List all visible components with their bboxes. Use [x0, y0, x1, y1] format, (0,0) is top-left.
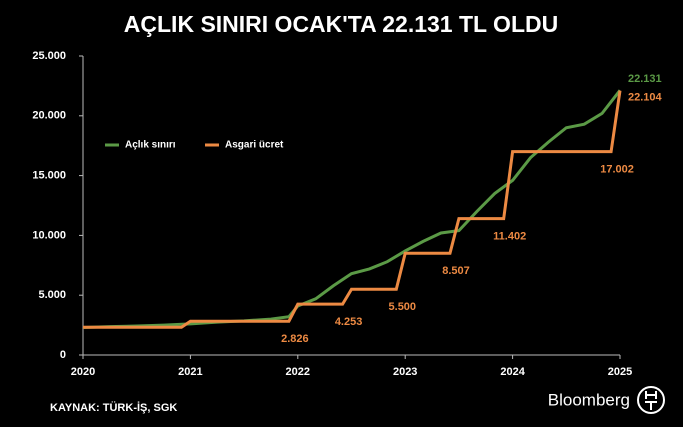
value-label: 4.253: [335, 316, 363, 328]
series-line: [82, 89, 622, 329]
logo-text: Bloomberg: [548, 390, 630, 409]
series-line: [83, 90, 622, 329]
logo-icon: [637, 386, 665, 414]
value-label: 22.131: [628, 73, 662, 85]
value-label: 8.507: [442, 265, 470, 277]
x-tick-label: 2022: [286, 366, 310, 378]
y-tick-label: 0: [60, 349, 66, 361]
y-tick-label: 15.000: [32, 170, 66, 182]
x-tick-label: 2024: [500, 366, 525, 378]
value-label: 2.826: [281, 333, 309, 345]
y-tick-label: 20.000: [32, 110, 66, 122]
y-tick-label: 10.000: [32, 229, 66, 241]
x-tick-label: 2023: [393, 366, 417, 378]
legend-label: Açlık sınırı: [125, 140, 176, 151]
x-tick-label: 2021: [178, 366, 202, 378]
value-label: 22.104: [628, 92, 663, 104]
y-tick-label: 25.000: [32, 50, 66, 62]
x-tick-label: 2025: [608, 366, 632, 378]
value-label: 17.002: [600, 164, 634, 176]
y-tick-label: 5.000: [38, 289, 66, 301]
source-note: KAYNAK: TÜRK-İŞ, SGK: [50, 401, 177, 414]
value-label: 11.402: [493, 231, 526, 243]
legend-label: Asgari ücret: [225, 140, 284, 151]
chart-title: AÇLIK SINIRI OCAK'TA 22.131 TL OLDU: [124, 11, 558, 37]
x-tick-label: 2020: [71, 366, 95, 378]
value-label: 5.500: [389, 301, 417, 313]
